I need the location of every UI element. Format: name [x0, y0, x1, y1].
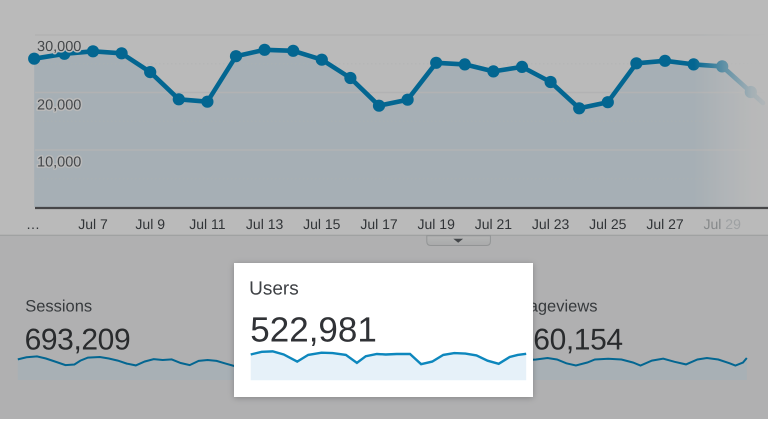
svg-text:Jul 9: Jul 9: [135, 216, 165, 232]
svg-text:Jul 21: Jul 21: [475, 216, 513, 232]
svg-text:693,209: 693,209: [25, 324, 131, 357]
svg-text:Jul 15: Jul 15: [303, 216, 341, 232]
svg-text:10,000: 10,000: [37, 154, 81, 170]
svg-text:20,000: 20,000: [37, 97, 81, 113]
svg-text:Users: Users: [249, 278, 299, 299]
svg-text:Jul 23: Jul 23: [532, 216, 570, 232]
svg-text:Jul 25: Jul 25: [589, 216, 627, 232]
svg-text:Jul 13: Jul 13: [246, 216, 284, 232]
svg-text:Sessions: Sessions: [25, 298, 92, 316]
svg-text:Pageviews: Pageviews: [518, 298, 598, 316]
svg-text:Jul 27: Jul 27: [646, 216, 684, 232]
svg-text:Jul 19: Jul 19: [418, 216, 456, 232]
svg-text:30,000: 30,000: [37, 39, 81, 55]
svg-text:522,981: 522,981: [251, 310, 378, 349]
svg-text:Jul 29: Jul 29: [704, 216, 742, 232]
svg-text:Jul 11: Jul 11: [189, 216, 226, 232]
svg-text:Jul 17: Jul 17: [360, 216, 398, 232]
svg-text:…: …: [26, 216, 40, 232]
svg-text:760,154: 760,154: [517, 324, 623, 357]
svg-text:Jul 7: Jul 7: [78, 216, 108, 232]
